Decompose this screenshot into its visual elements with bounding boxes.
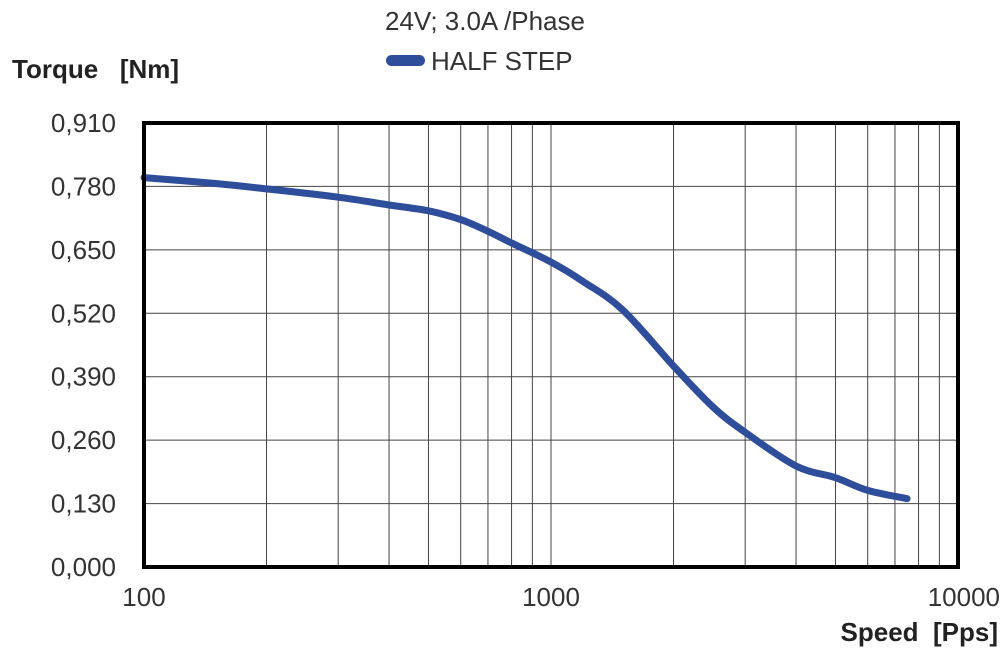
y-tick-label: 0,390 — [51, 362, 116, 392]
x-tick-label: 1000 — [522, 582, 580, 612]
y-axis-title: Torque [Nm] — [12, 54, 179, 84]
y-tick-label: 0,260 — [51, 425, 116, 455]
y-tick-label: 0,650 — [51, 235, 116, 265]
y-tick-label: 0,130 — [51, 489, 116, 519]
series-layer — [140, 174, 911, 503]
x-tick-label: 100 — [122, 582, 165, 612]
x-axis-title: Speed [Pps] — [841, 617, 998, 647]
y-tick-label: 0,520 — [51, 298, 116, 328]
chart-title: 24V; 3.0A /Phase — [385, 6, 585, 36]
y-tick-label: 0,000 — [51, 552, 116, 582]
plot-frame — [142, 121, 960, 569]
x-tick-label: 10000 — [928, 582, 1000, 612]
legend-label-half-step: HALF STEP — [431, 46, 573, 76]
legend-swatch-half-step — [386, 55, 425, 66]
tick-labels: 0,000 0,130 0,260 0,390 0,520 0,650 0,780 0,910… — [51, 108, 1000, 612]
y-tick-label: 0,780 — [51, 171, 116, 201]
legend: HALF STEP — [386, 46, 573, 76]
y-tick-label: 0,910 — [51, 108, 116, 138]
series-line-half-step — [140, 174, 911, 503]
